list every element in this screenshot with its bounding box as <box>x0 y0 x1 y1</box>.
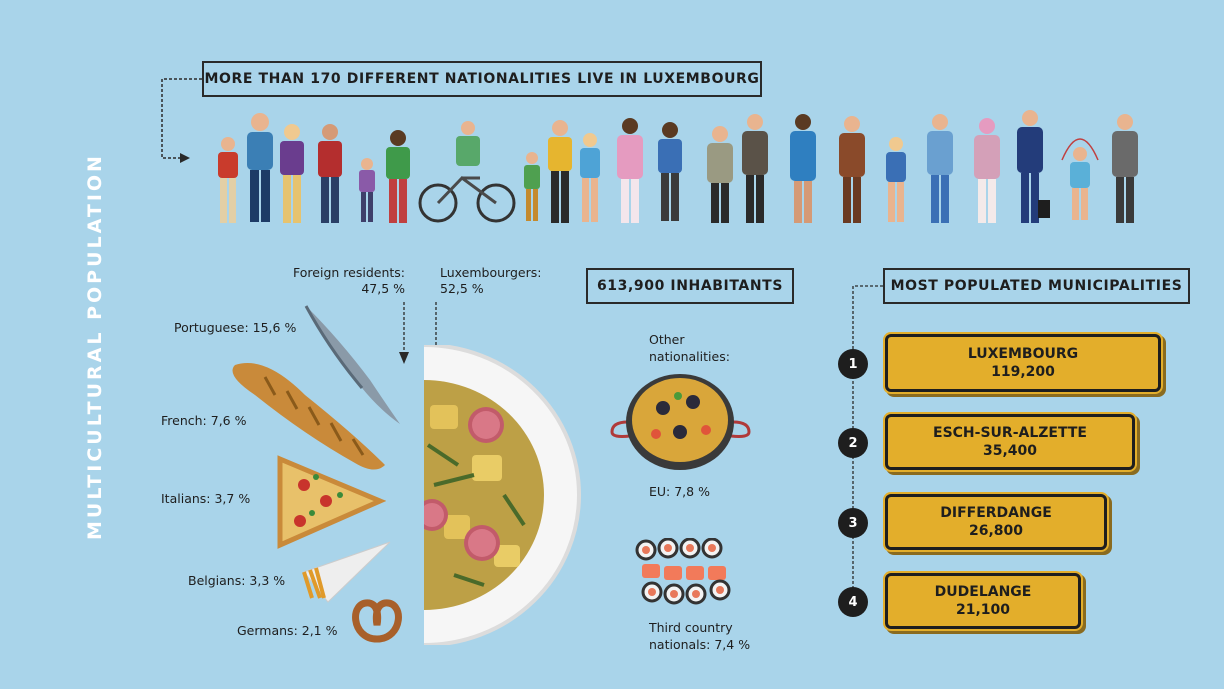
nationalities-header: MORE THAN 170 DIFFERENT NATIONALITIES LI… <box>202 61 762 97</box>
municipality-population: 35,400 <box>982 443 1038 459</box>
luxembourgers-label-text: Luxembourgers: <box>440 265 542 280</box>
header-connector <box>161 78 202 163</box>
municipality-population: 26,800 <box>968 523 1024 539</box>
rank-badge-1: 1 <box>838 349 868 379</box>
portuguese-label: Portuguese: 15,6 % <box>174 320 297 335</box>
third-label-line1: Third country <box>649 620 733 635</box>
person-figure-21 <box>1061 138 1099 220</box>
paella-icon <box>610 374 751 470</box>
rank-badge-3: 3 <box>838 508 868 538</box>
person-figure-9 <box>548 120 572 223</box>
sardine-icon <box>304 305 400 424</box>
italians-label: Italians: 3,7 % <box>161 491 251 506</box>
municipalities-header: MOST POPULATED MUNICIPALITIES <box>883 268 1190 304</box>
person-figure-13 <box>707 126 733 223</box>
person-figure-3 <box>280 124 304 223</box>
municipalities-connector <box>852 285 883 600</box>
municipality-sign-3: DIFFERDANGE 26,800 <box>885 494 1107 550</box>
person-figure-10 <box>580 133 600 222</box>
foreign-value-text: 47,5 % <box>361 281 405 296</box>
luxembourgers-label: Luxembourgers: 52,5 % <box>440 265 541 297</box>
rank-badge-4: 4 <box>838 587 868 617</box>
cyclist-figure <box>418 121 516 223</box>
person-figure-6 <box>386 130 410 223</box>
municipality-name: ESCH-SUR-ALZETTE <box>933 425 1087 441</box>
germans-label: Germans: 2,1 % <box>237 623 338 638</box>
french-label: French: 7,6 % <box>161 413 247 428</box>
third-country-label: Third country nationals: 7,4 % <box>649 619 750 653</box>
other-label-line1: Other <box>649 332 685 347</box>
person-figure-20 <box>1017 110 1050 223</box>
person-figure-17 <box>886 137 906 222</box>
rank-badge-2: 2 <box>838 428 868 458</box>
person-figure-1 <box>218 137 238 223</box>
person-figure-4 <box>318 124 342 223</box>
foreign-label-text: Foreign residents: <box>293 265 405 280</box>
side-title: MULTICULTURAL POPULATION <box>84 153 106 540</box>
municipality-name: DUDELANGE <box>934 584 1032 600</box>
people-figures <box>218 110 1138 223</box>
person-figure-14 <box>742 114 768 223</box>
person-figure-12 <box>658 122 682 221</box>
person-figure-11 <box>617 118 643 223</box>
municipality-population: 119,200 <box>991 364 1055 380</box>
foreign-residents-label: Foreign residents: 47,5 % <box>280 265 405 297</box>
municipality-sign-4: DUDELANGE 21,100 <box>885 573 1081 629</box>
municipality-sign-2: ESCH-SUR-ALZETTE 35,400 <box>885 414 1135 470</box>
pretzel-icon <box>352 599 402 643</box>
fries-icon <box>302 541 391 603</box>
person-figure-5 <box>359 158 375 222</box>
municipality-sign-1: LUXEMBOURG 119,200 <box>885 334 1161 392</box>
person-figure-2 <box>247 113 273 222</box>
sushi-icon <box>635 538 731 605</box>
person-figure-19 <box>974 118 1000 223</box>
belgians-label: Belgians: 3,3 % <box>188 573 286 588</box>
other-nationalities-label: Other nationalities: <box>649 331 730 365</box>
person-figure-22 <box>1112 114 1138 223</box>
person-figure-8 <box>524 152 540 221</box>
third-label-line2: nationals: 7,4 % <box>649 637 751 652</box>
municipality-name: DIFFERDANGE <box>940 505 1052 521</box>
person-figure-16 <box>839 116 865 223</box>
municipality-population: 21,100 <box>955 602 1011 618</box>
pizza-icon <box>277 455 386 549</box>
person-figure-15 <box>790 114 816 223</box>
soup-plate-icon <box>424 345 581 645</box>
inhabitants-box: 613,900 INHABITANTS <box>586 268 794 304</box>
person-figure-18 <box>927 114 953 223</box>
municipality-name: LUXEMBOURG <box>967 346 1079 362</box>
eu-label: EU: 7,8 % <box>649 484 710 499</box>
other-label-line2: nationalities: <box>649 349 730 364</box>
luxembourgers-value-text: 52,5 % <box>440 281 484 296</box>
baguette-icon <box>232 363 385 470</box>
